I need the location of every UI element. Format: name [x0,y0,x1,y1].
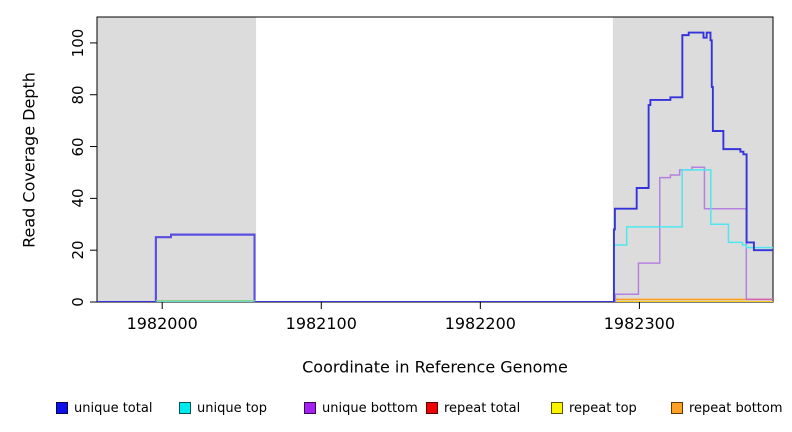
left-gray-region [97,17,257,302]
y-tick-label: 80 [69,85,87,105]
y-tick-label: 0 [69,297,87,307]
series-unique-top-line [97,169,773,302]
x-tick-label: 1982200 [444,314,516,333]
x-tick-label: 1982300 [603,314,676,333]
y-tick-label: 40 [69,188,87,208]
right-gray-region [612,17,773,302]
y-axis-title: Read Coverage Depth [19,72,39,248]
x-axis-title: Coordinate in Reference Genome [302,357,568,377]
series-unique-total-line [97,31,773,302]
y-tick-label: 20 [69,240,87,260]
x-tick-label: 1982100 [285,314,357,333]
series-unique-total-left-bump-blend--line [154,233,256,302]
y-tick-label: 60 [69,136,87,157]
x-tick-label: 1982000 [126,314,198,333]
y-tick-label: 100 [69,28,87,58]
